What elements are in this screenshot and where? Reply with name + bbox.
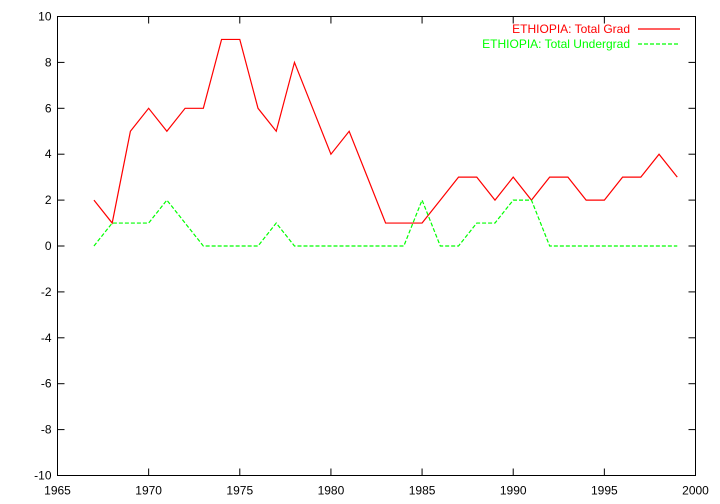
y-tick-label: 6 [45, 101, 52, 115]
x-tick-label: 1970 [135, 484, 162, 498]
y-tick-label: -2 [41, 285, 52, 299]
x-tick-label: 1980 [318, 484, 345, 498]
x-tick-label: 2000 [682, 484, 709, 498]
y-tick-label: -8 [41, 423, 52, 437]
y-tick-label: 8 [45, 55, 52, 69]
y-tick-label: 10 [38, 10, 52, 24]
x-tick-label: 1985 [409, 484, 436, 498]
x-tick-label: 1975 [226, 484, 253, 498]
y-tick-label: -10 [34, 469, 52, 483]
y-tick-label: -6 [41, 377, 52, 391]
legend-label: ETHIOPIA: Total Grad [512, 22, 630, 36]
y-tick-label: 0 [45, 239, 52, 253]
legend-label: ETHIOPIA: Total Undergrad [482, 37, 630, 51]
axis-ticks: -10 -8 -6 -4 -2 0 2 4 6 8 10 1965 1970 1975 1980 1985 19… [34, 10, 709, 498]
series-line [93, 198, 678, 247]
y-tick-label: -4 [41, 331, 52, 345]
series-lines [93, 38, 678, 247]
x-tick-label: 1995 [591, 484, 618, 498]
x-tick-label: 1965 [44, 484, 71, 498]
y-tick-label: 2 [45, 193, 52, 207]
series-line [93, 38, 678, 225]
y-tick-label: 4 [45, 147, 52, 161]
x-tick-label: 1990 [500, 484, 527, 498]
